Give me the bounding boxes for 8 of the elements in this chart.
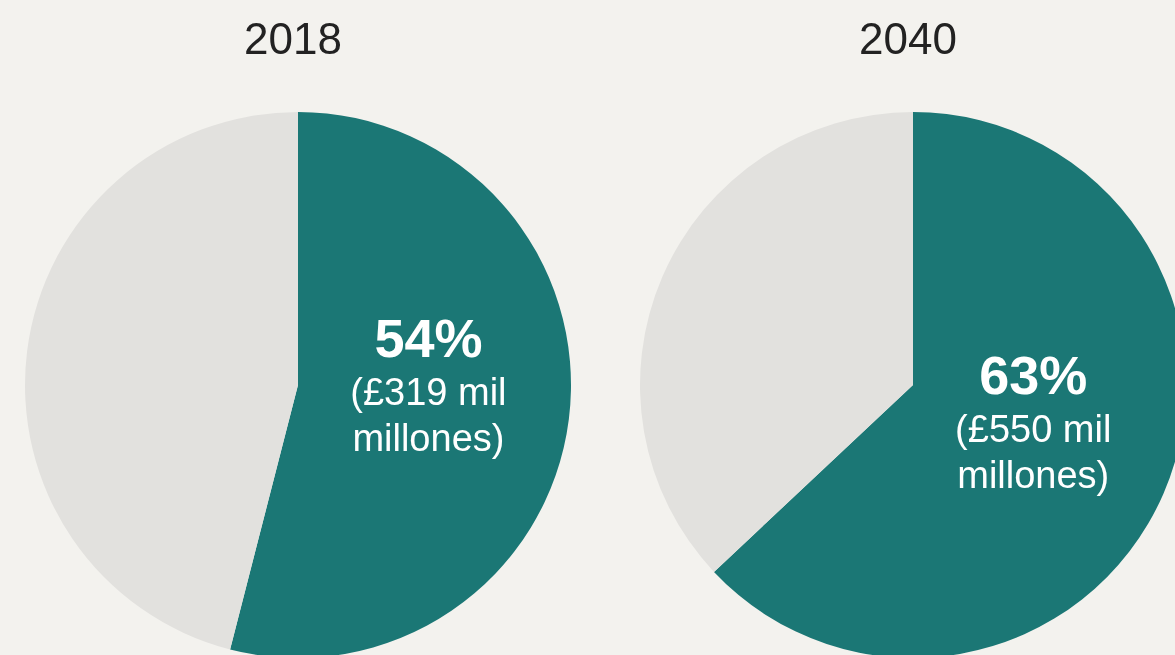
chart-title: 2018 (243, 14, 343, 64)
text: (£550 mil millones) (954, 407, 1113, 499)
pie-slice (25, 112, 298, 650)
text: (£319 mil millones) (349, 370, 508, 462)
pie-slice (230, 112, 571, 655)
data-label: 63% (978, 344, 1089, 407)
data-label: 54% (373, 307, 484, 370)
chart-title: 2040 (858, 14, 958, 64)
